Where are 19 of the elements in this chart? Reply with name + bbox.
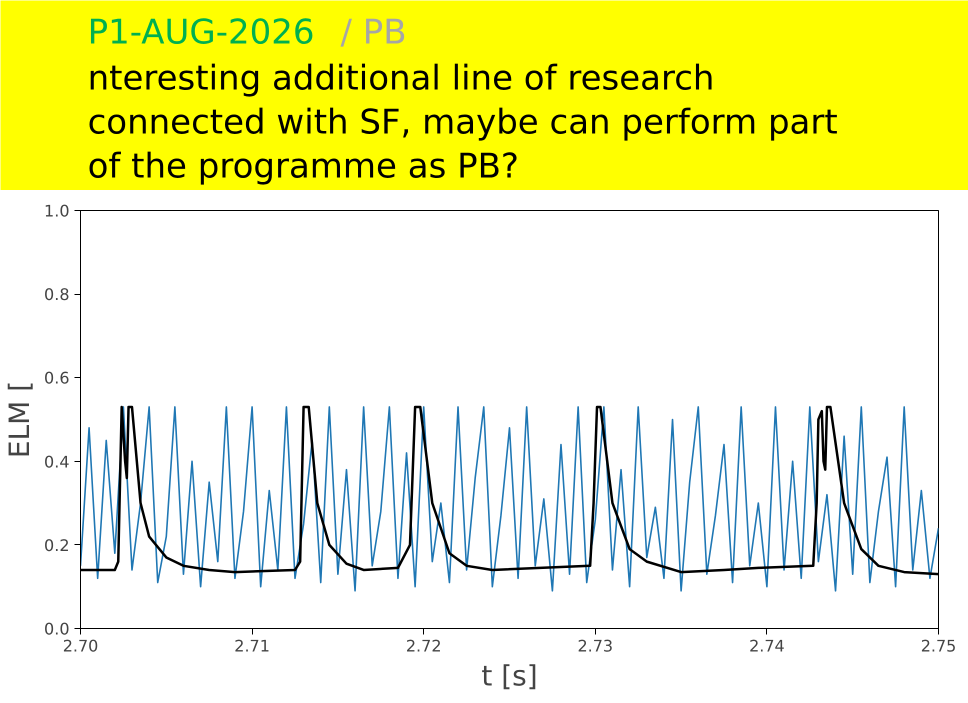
x-tick-label: 2.71	[234, 636, 270, 656]
x-tick-label: 2.73	[577, 636, 614, 656]
y-tick-label: 0.4	[44, 452, 70, 472]
text: of the programme as PB?	[88, 146, 519, 186]
text: connected with SF, maybe can perform part	[88, 102, 838, 142]
text: P1-AUG-2026	[88, 12, 315, 52]
y-tick-label: 0.8	[44, 285, 70, 304]
y-tick-label: 0.2	[44, 536, 70, 555]
y-axis-title: ELM [	[3, 380, 36, 458]
x-tick-label: 2.70	[62, 636, 98, 656]
y-tick-label: 0.6	[44, 368, 70, 388]
y-tick-label: 0.0	[44, 620, 70, 638]
x-tick-label: 2.72	[406, 636, 442, 656]
y-tick-label: 1.0	[44, 202, 70, 220]
text: nteresting additional line of research	[88, 58, 714, 98]
x-tick-label: 2.74	[749, 636, 785, 656]
x-tick-label: 2.75	[920, 636, 956, 656]
x-axis-title: t [s]	[481, 660, 538, 692]
text: / PB	[340, 12, 407, 52]
